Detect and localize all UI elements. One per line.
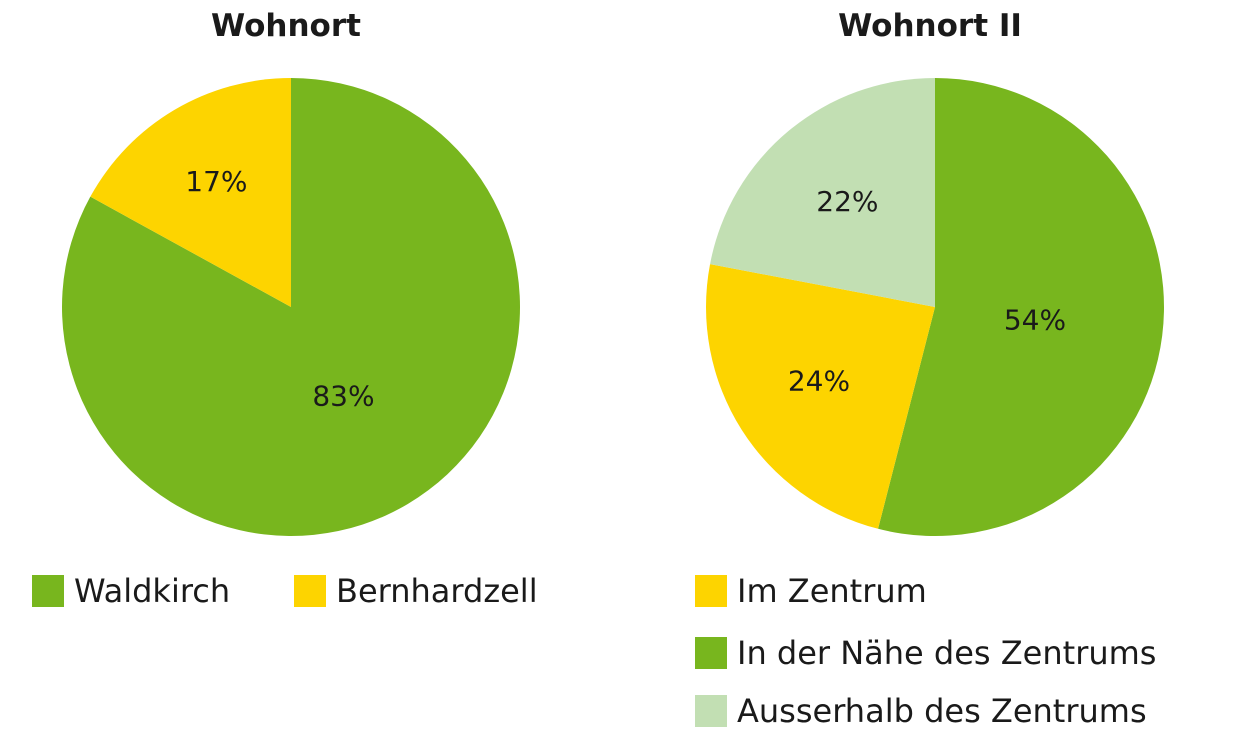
- pie-slice-in-der-n-he-des-zentrums: [878, 78, 1164, 536]
- legend-item-ausserhalb-zentrum: Ausserhalb des Zentrums: [695, 692, 1147, 730]
- pie-slice-im-zentrum: [706, 264, 935, 529]
- legend-swatch-bernhardzell: [294, 575, 326, 607]
- legend-label-naehe-zentrum: In der Nähe des Zentrums: [737, 634, 1157, 672]
- legend-label-ausserhalb-zentrum: Ausserhalb des Zentrums: [737, 692, 1147, 730]
- chart-title-wohnort: Wohnort: [211, 8, 361, 44]
- slice-label-waldkirch: 83%: [312, 380, 374, 413]
- slice-label-im-zentrum: 24%: [788, 365, 850, 398]
- slice-label-in-der-n-he-des-zentrums: 54%: [1004, 304, 1066, 337]
- legend-item-waldkirch: Waldkirch: [32, 572, 230, 610]
- legend-item-naehe-zentrum: In der Nähe des Zentrums: [695, 634, 1156, 672]
- legend-swatch-waldkirch: [32, 575, 64, 607]
- legend-swatch-ausserhalb-zentrum: [695, 695, 727, 727]
- legend-label-waldkirch: Waldkirch: [74, 572, 231, 610]
- legend-label-bernhardzell: Bernhardzell: [336, 572, 538, 610]
- pie-slice-waldkirch: [61, 78, 520, 537]
- legend-swatch-naehe-zentrum: [695, 637, 727, 669]
- chart-title-wohnort-ii: Wohnort II: [838, 8, 1022, 44]
- legend-swatch-im-zentrum: [695, 575, 727, 607]
- legend-label-im-zentrum: Im Zentrum: [737, 572, 927, 610]
- slice-label-bernhardzell: 17%: [185, 165, 247, 198]
- pie-slice-ausserhalb-des-zentrums: [710, 78, 935, 307]
- legend-item-bernhardzell: Bernhardzell: [294, 572, 538, 610]
- pie-slice-bernhardzell: [90, 78, 291, 307]
- legend-item-im-zentrum: Im Zentrum: [695, 572, 927, 610]
- slice-label-ausserhalb-des-zentrums: 22%: [816, 185, 878, 218]
